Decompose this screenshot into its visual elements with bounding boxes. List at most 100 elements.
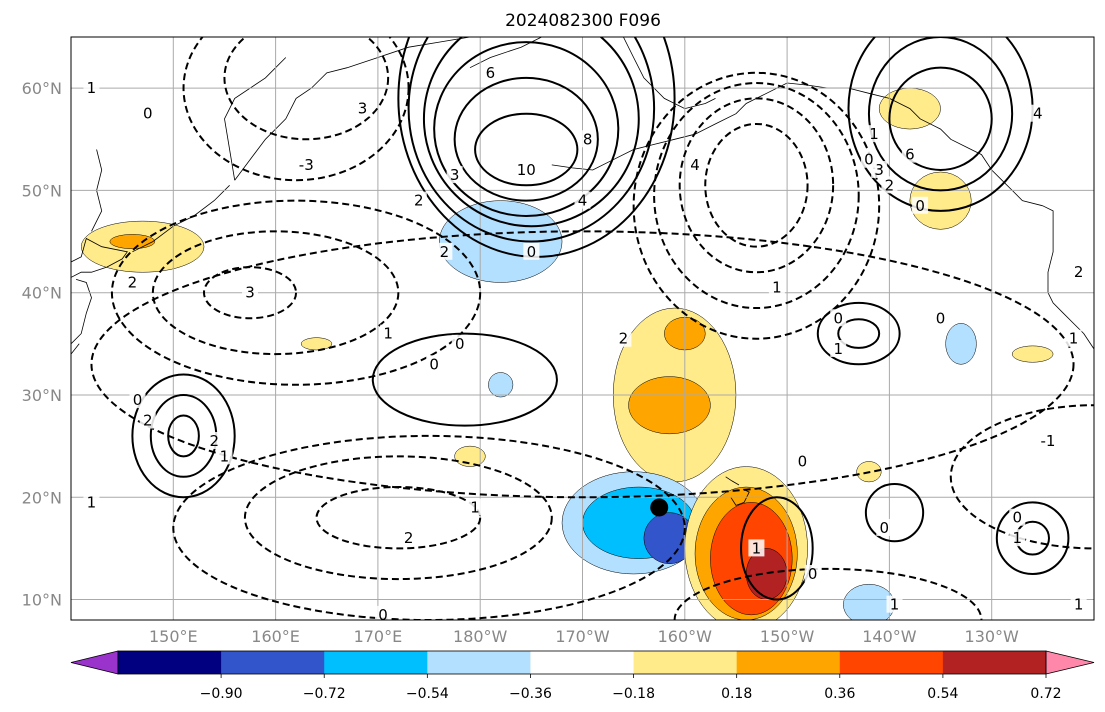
contour-label: 4 (690, 156, 700, 174)
contour-low-west-1 (110, 199, 482, 386)
contour-label: 2 (885, 176, 895, 194)
contour-label: 1 (1074, 596, 1084, 614)
contour-label: 4 (1033, 105, 1043, 123)
contour-label: 3 (874, 161, 884, 179)
contour-label-bg (830, 309, 847, 327)
contour-label-bg (1065, 329, 1082, 347)
contour-label: 1 (87, 493, 97, 511)
colorbar-tick-label: 0.54 (927, 686, 958, 702)
longitude-label: 170°E (354, 627, 403, 646)
contour-label-bg (518, 160, 535, 178)
contour-low-northwest-3 (223, 37, 390, 141)
contour-label-bg (901, 145, 918, 163)
contour-label-bg (912, 196, 929, 214)
contour-label-bg (876, 518, 893, 536)
contour-label-bg (748, 539, 765, 557)
contour-labels: 1086432042463200123-3100221012100210101-… (83, 63, 1087, 624)
contour-label-bg (794, 452, 811, 470)
longitude-label: 150°E (149, 627, 198, 646)
contour-label: 1 (220, 447, 230, 465)
contour-high-mid-0 (371, 332, 558, 427)
coastline-japan-south (71, 343, 80, 355)
contour-label-bg (886, 595, 903, 613)
latitude-label: 10°N (22, 591, 62, 610)
contour-label: 0 (833, 309, 843, 327)
contour-label: 2 (209, 432, 219, 450)
contour-label: 0 (808, 565, 818, 583)
contour-low-west-2 (151, 230, 400, 356)
longitude-label: 160°W (658, 627, 713, 646)
contour-label-bg (1070, 263, 1087, 281)
contour-label-bg (242, 283, 259, 301)
contour-label: 1 (752, 539, 762, 557)
contour-label: 10 (517, 161, 536, 179)
contour-label: 2 (619, 330, 629, 348)
contour-label: 1 (470, 498, 480, 516)
warm-anomaly-japan-core (109, 234, 156, 249)
contour-label: 2 (143, 412, 153, 430)
map-frame (70, 36, 1095, 621)
contour-high-north-6 (433, 41, 620, 217)
contour-label-bg (579, 130, 596, 148)
contour-label: 1 (383, 325, 393, 343)
contour-label: 1 (87, 79, 97, 97)
contour-label: 0 (880, 519, 890, 537)
contour-label-bg (436, 242, 453, 260)
latitude-label: 20°N (22, 488, 62, 507)
contour-label: 6 (486, 64, 496, 82)
contour-label: 3 (450, 166, 460, 184)
latitude-label: 50°N (22, 181, 62, 200)
contour-label: 1 (1069, 330, 1079, 348)
contour-low-northwest-2 (182, 37, 410, 182)
contour-label: 2 (414, 192, 424, 210)
contour-high-north-4 (422, 37, 640, 228)
warm-anomaly-alaska-south (909, 171, 972, 230)
contour-label-bg (124, 273, 141, 291)
longitude-label: 170°W (555, 627, 610, 646)
colorbar-bin (324, 651, 428, 674)
contour-label-bg (400, 529, 417, 547)
contour-label-bg (687, 155, 704, 173)
contour-high-south-0 (740, 496, 814, 601)
colorbar-bin (839, 651, 944, 674)
contour-label: 1 (772, 279, 782, 297)
colorbar-tick-label: −0.72 (303, 686, 346, 702)
contour-low-south-1 (243, 455, 553, 581)
contour-label-bg (1029, 104, 1046, 122)
contour-label: 2 (128, 273, 138, 291)
contour-label-bg (451, 334, 468, 352)
contour-label-bg (139, 411, 156, 429)
latitude-label: 60°N (22, 79, 62, 98)
contour-label: 0 (429, 355, 439, 373)
contour-label: 0 (143, 105, 153, 123)
contour-label-bg (375, 605, 392, 620)
contour-high-southeast-0 (864, 482, 925, 543)
contour-label-bg (467, 498, 484, 516)
contour-high-north-10 (474, 112, 579, 187)
contour-label: 2 (404, 529, 414, 547)
colorbar-frame (117, 650, 1047, 675)
longitude-label: 130°W (965, 627, 1020, 646)
contour-label-bg (523, 242, 540, 260)
contour-low-east-1 (949, 404, 1094, 550)
contour-label: 0 (378, 606, 388, 624)
colorbar-bin (633, 651, 738, 674)
coastline-alaska-panhandle (889, 98, 1043, 207)
colorbar-bin (530, 651, 635, 674)
contour-low-south-0 (172, 434, 686, 620)
colorbar-tick-label: −0.54 (406, 686, 449, 702)
warm-anomaly-east (1011, 345, 1054, 363)
coastline-honshu (71, 279, 92, 345)
contour-label: 1 (833, 340, 843, 358)
contour-high-far-east-0 (995, 501, 1070, 575)
longitude-label: 140°W (862, 627, 917, 646)
contour-label-bg (1009, 508, 1026, 526)
warm-anomaly-central-core1 (628, 376, 711, 435)
colorbar-bin (118, 651, 222, 674)
colorbar-tick-labels: −0.90 −0.72 −0.54 −0.36 −0.18 0.18 0.36 0.54 0.7… (200, 674, 1062, 702)
colorbar-extend-max (1045, 650, 1095, 675)
contour-label-bg (860, 150, 877, 168)
warm-anomaly-small1 (300, 337, 333, 351)
contour-label: 0 (864, 151, 874, 169)
contour-label: 0 (133, 391, 143, 409)
